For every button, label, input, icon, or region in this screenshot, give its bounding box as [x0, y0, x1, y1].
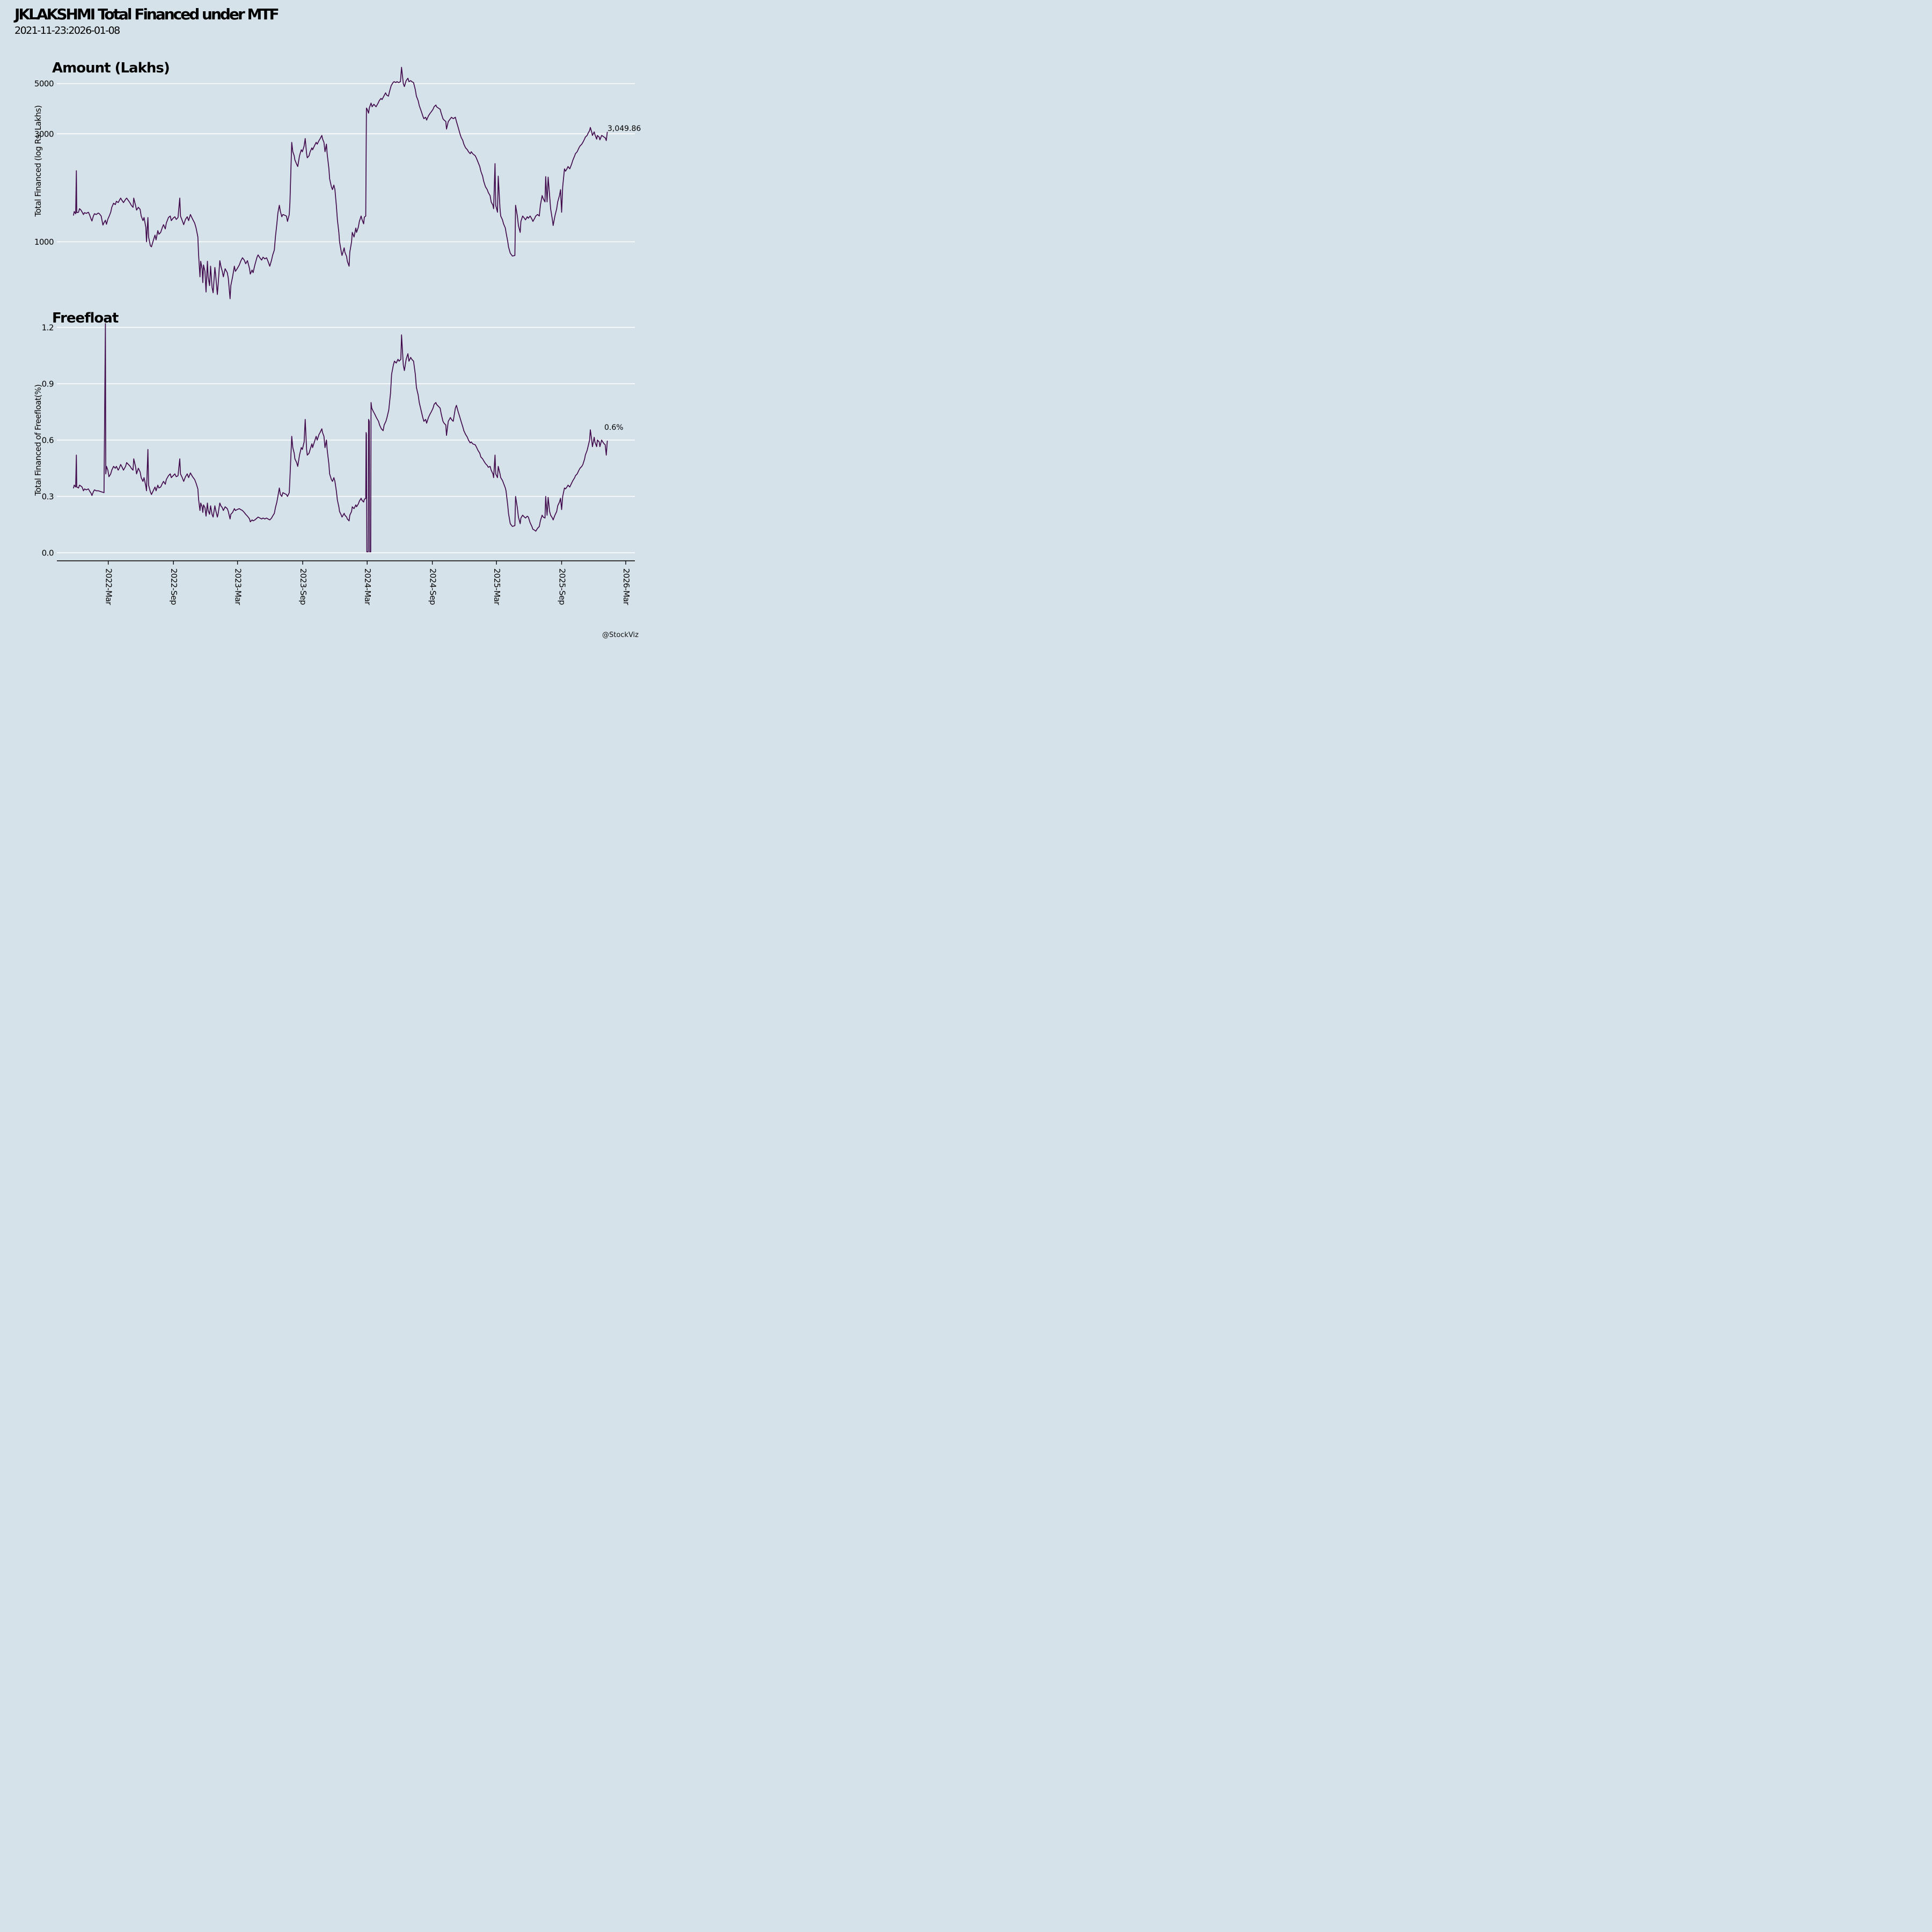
gridline-layer [57, 83, 635, 553]
y-tick-label: 5000 [34, 79, 54, 89]
page-title: JKLAKSHMI Total Financed under MTF [13, 5, 278, 23]
freefloat-panel-title: Freefloat [52, 310, 119, 326]
y-tick-label: 1.2 [42, 323, 54, 333]
freefloat-series-line [73, 323, 608, 553]
x-tick-label: 2026-Mar [621, 568, 631, 605]
x-tick-label: 2025-Sep [558, 568, 567, 605]
x-tick-label: 2022-Mar [104, 568, 114, 605]
freefloat-last-value-label: 0.6% [604, 423, 624, 432]
x-tick-label: 2025-Mar [492, 568, 502, 605]
chart-figure: 5000 3000 1000 1.2 0.9 0.6 0.3 0.0 2022-Mar 2022-… [0, 0, 644, 644]
x-tick-label: 2024-Sep [428, 568, 438, 605]
x-tick-label: 2024-Mar [363, 568, 372, 605]
y-tick-label: 0.6 [42, 436, 54, 445]
axis-layer: 5000 3000 1000 1.2 0.9 0.6 0.3 0.0 2022-Mar 2022-… [34, 79, 635, 605]
amount-series-line [73, 67, 608, 299]
x-tick-label: 2023-Sep [298, 568, 308, 605]
y-tick-label: 0.0 [42, 548, 54, 558]
amount-y-axis-label: Total Financed (log Rs. Lakhs) [33, 105, 43, 217]
x-tick-label: 2022-Sep [169, 568, 179, 605]
figure-canvas: 5000 3000 1000 1.2 0.9 0.6 0.3 0.0 2022-Mar 2022-… [13, 5, 641, 639]
y-tick-label: 0.9 [42, 379, 54, 389]
y-tick-label: 0.3 [42, 492, 54, 502]
x-tick-label: 2023-Mar [233, 568, 243, 605]
amount-last-value-label: 3,049.86 [608, 125, 641, 133]
amount-panel-title: Amount (Lakhs) [52, 60, 170, 76]
freefloat-y-axis-label: Total Financed of Freefloat(%) [33, 384, 43, 496]
series-layer [73, 67, 608, 553]
y-tick-label: 3000 [34, 129, 54, 139]
date-range-subtitle: 2021-11-23:2026-01-08 [14, 25, 120, 36]
y-tick-label: 1000 [34, 237, 54, 247]
stockviz-watermark: @StockViz [602, 631, 639, 639]
